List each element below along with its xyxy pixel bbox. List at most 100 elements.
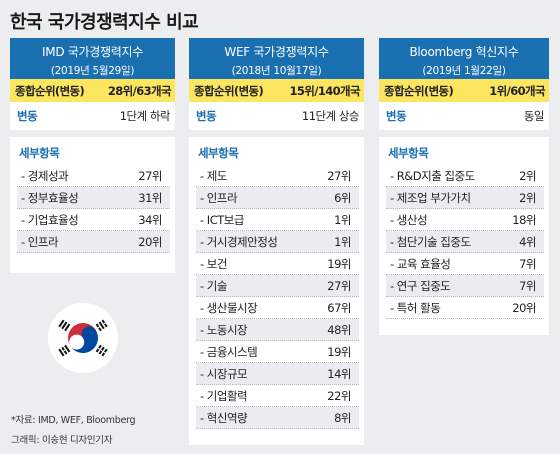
- panel-wef: WEF 국가경쟁력지수 (2018년 10월17일) 종합순위(변동) 15위/…: [189, 38, 364, 445]
- item-rank: 4위: [519, 234, 536, 249]
- panel-date: (2019년 1월22일): [422, 65, 506, 77]
- item-rank: 2위: [519, 190, 536, 205]
- list-item: - R&D지출 집중도 2위: [386, 165, 544, 187]
- list-item: - 경제성과 27위: [17, 165, 170, 187]
- item-name: - 혁신역량: [200, 410, 248, 425]
- rank-label: 종합순위(변동): [384, 83, 454, 98]
- panel-name: IMD 국가경쟁력지수: [42, 45, 143, 59]
- item-rank: 1위: [334, 212, 351, 227]
- panel-bloomberg: Bloomberg 혁신지수 (2019년 1월22일) 종합순위(변동) 1위…: [379, 38, 549, 335]
- list-item: - 제도 27위: [196, 165, 359, 187]
- list-item: - 혁신역량 8위: [196, 407, 359, 429]
- item-rank: 8위: [334, 410, 351, 425]
- rank-label: 종합순위(변동): [194, 83, 264, 98]
- item-name: - 기술: [200, 278, 227, 293]
- list-item: - 기업활력 22위: [196, 385, 359, 407]
- item-name: - 제도: [200, 168, 227, 183]
- item-name: - 거시경제안정성: [200, 234, 278, 249]
- item-name: - 보건: [200, 256, 227, 271]
- item-name: - 생산물시장: [200, 300, 258, 315]
- panel-header: Bloomberg 혁신지수 (2019년 1월22일): [379, 38, 549, 79]
- item-rank: 67위: [327, 300, 351, 315]
- item-name: - 노동시장: [200, 322, 248, 337]
- south-korea-flag-icon: [48, 303, 118, 373]
- item-name: - 특허 활동: [390, 300, 441, 315]
- list-item: - 제조업 부가가치 2위: [386, 187, 544, 209]
- item-rank: 20위: [512, 300, 536, 315]
- list-item: - 노동시장 48위: [196, 319, 359, 341]
- overall-rank-row: 종합순위(변동) 1위/60개국: [379, 79, 549, 102]
- detail-list: - 경제성과 27위 - 정부효율성 31위 - 기업효율성 34위 - 인프라 20위: [10, 165, 175, 253]
- item-name: - 인프라: [21, 234, 59, 249]
- overall-rank-row: 종합순위(변동) 28위/63개국: [10, 79, 175, 102]
- change-label: 변동: [386, 109, 407, 123]
- item-name: - 시장규모: [200, 366, 248, 381]
- detail-list: - 제도 27위 - 인프라 6위 - ICT보급 1위 - 거시경제안정성 1위 - …: [189, 165, 364, 429]
- list-item: - 첨단기술 집중도 4위: [386, 231, 544, 253]
- panel-header: IMD 국가경쟁력지수 (2019년 5월29일): [10, 38, 175, 79]
- item-rank: 31위: [138, 190, 162, 205]
- list-item: - 생산성 18위: [386, 209, 544, 231]
- item-rank: 19위: [327, 256, 351, 271]
- change-row: 변동 동일: [379, 102, 549, 130]
- panel-date: (2018년 10월17일): [231, 65, 322, 77]
- source-note: *자료: IMD, WEF, Bloomberg: [11, 415, 136, 426]
- item-name: - 첨단기술 집중도: [390, 234, 471, 249]
- list-item: - 인프라 6위: [196, 187, 359, 209]
- rank-label: 종합순위(변동): [15, 83, 85, 98]
- list-item: - 교육 효율성 7위: [386, 253, 544, 275]
- divider: [379, 130, 549, 137]
- list-item: - 보건 19위: [196, 253, 359, 275]
- item-name: - ICT보급: [200, 212, 244, 227]
- change-label: 변동: [17, 109, 38, 123]
- rank-value: 15위/140개국: [289, 83, 360, 98]
- detail-list: - R&D지출 집중도 2위 - 제조업 부가가치 2위 - 생산성 18위 - 첨단…: [379, 165, 549, 319]
- item-rank: 34위: [138, 212, 162, 227]
- list-item: - 기업효율성 34위: [17, 209, 170, 231]
- panel-name: WEF 국가경쟁력지수: [224, 45, 329, 59]
- list-item: - 생산물시장 67위: [196, 297, 359, 319]
- item-rank: 27위: [138, 168, 162, 183]
- change-value: 1단계 하락: [119, 109, 171, 123]
- item-rank: 19위: [327, 344, 351, 359]
- panel-date: (2019년 5월29일): [50, 65, 135, 77]
- change-row: 변동 11단계 상승: [189, 102, 364, 130]
- item-name: - 금융시스템: [200, 344, 258, 359]
- list-item: - 거시경제안정성 1위: [196, 231, 359, 253]
- item-rank: 20위: [138, 234, 162, 249]
- panel-header: WEF 국가경쟁력지수 (2018년 10월17일): [189, 38, 364, 79]
- page-title: 한국 국가경쟁력지수 비교: [10, 12, 199, 33]
- item-name: - 기업효율성: [21, 212, 79, 227]
- item-name: - 제조업 부가가치: [390, 190, 471, 205]
- item-rank: 18위: [512, 212, 536, 227]
- list-item: - 금융시스템 19위: [196, 341, 359, 363]
- list-item: - 시장규모 14위: [196, 363, 359, 385]
- detail-heading: 세부항목: [388, 146, 429, 160]
- rank-value: 28위/63개국: [107, 83, 172, 98]
- item-rank: 1위: [334, 234, 351, 249]
- list-item: - 인프라 20위: [17, 231, 170, 253]
- item-rank: 7위: [519, 256, 536, 271]
- list-item: - 정부효율성 31위: [17, 187, 170, 209]
- item-rank: 2위: [519, 168, 536, 183]
- divider: [189, 130, 364, 137]
- list-item: - 연구 집중도 7위: [386, 275, 544, 297]
- detail-heading: 세부항목: [19, 146, 60, 160]
- rank-value: 1위/60개국: [489, 83, 545, 98]
- item-rank: 22위: [327, 388, 351, 403]
- item-rank: 27위: [327, 278, 351, 293]
- change-value: 11단계 상승: [301, 109, 360, 123]
- item-rank: 27위: [327, 168, 351, 183]
- item-rank: 14위: [327, 366, 351, 381]
- item-name: - 경제성과: [21, 168, 69, 183]
- item-rank: 48위: [327, 322, 351, 337]
- flag-graphic: [48, 303, 118, 373]
- item-name: - R&D지출 집중도: [390, 168, 475, 183]
- item-name: - 연구 집중도: [390, 278, 451, 293]
- overall-rank-row: 종합순위(변동) 15위/140개국: [189, 79, 364, 102]
- list-item: - ICT보급 1위: [196, 209, 359, 231]
- item-rank: 6위: [334, 190, 351, 205]
- panel-name: Bloomberg 혁신지수: [409, 45, 519, 59]
- item-rank: 7위: [519, 278, 536, 293]
- divider: [10, 130, 175, 137]
